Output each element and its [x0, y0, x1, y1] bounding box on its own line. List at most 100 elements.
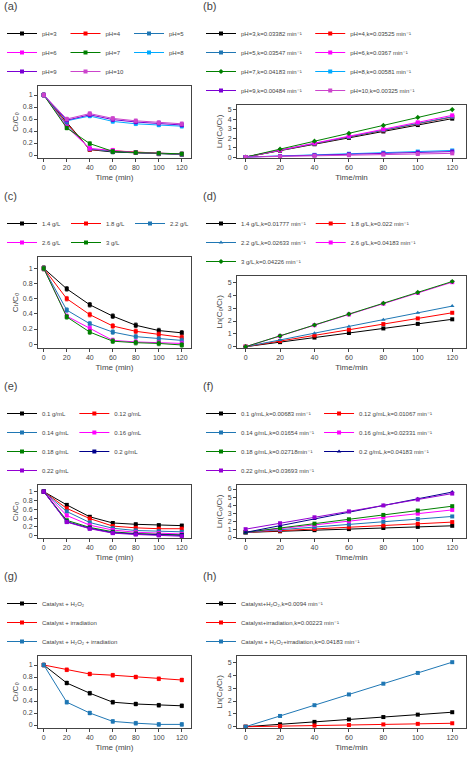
svg-text:(a): (a): [4, 0, 17, 12]
svg-text:0.6: 0.6: [23, 685, 33, 692]
svg-text:0: 0: [228, 343, 232, 350]
svg-text:80: 80: [132, 354, 140, 361]
svg-text:(g): (g): [4, 570, 17, 582]
svg-text:0: 0: [42, 544, 46, 551]
svg-text:1.4 g/L,k=0.01777 min⁻¹: 1.4 g/L,k=0.01777 min⁻¹: [241, 221, 306, 227]
svg-text:0: 0: [244, 164, 248, 171]
svg-text:40: 40: [86, 164, 94, 171]
svg-text:Cₜ/C₀: Cₜ/C₀: [11, 112, 20, 131]
svg-text:1: 1: [228, 526, 232, 533]
svg-text:0.8: 0.8: [23, 673, 33, 680]
svg-text:Time (min): Time (min): [96, 173, 134, 182]
svg-text:0.2: 0.2: [23, 325, 33, 332]
svg-text:100: 100: [153, 544, 165, 551]
svg-text:60: 60: [109, 164, 117, 171]
svg-text:100: 100: [153, 164, 165, 171]
svg-text:3: 3: [228, 685, 232, 692]
svg-text:0.2 g/mL,k=0.04183 min⁻¹: 0.2 g/mL,k=0.04183 min⁻¹: [359, 449, 429, 455]
svg-text:Cₜ/C₀: Cₜ/C₀: [11, 293, 20, 312]
svg-text:Catalyst + irradiation: Catalyst + irradiation: [42, 620, 97, 626]
svg-text:0.14 g/mL,k=0.01654 min⁻¹: 0.14 g/mL,k=0.01654 min⁻¹: [241, 430, 314, 436]
svg-text:20: 20: [276, 734, 284, 741]
svg-text:0.18 g/mL,k=0.02718min⁻¹: 0.18 g/mL,k=0.02718min⁻¹: [241, 449, 312, 455]
svg-text:3 g/L: 3 g/L: [106, 240, 120, 246]
svg-text:pH=7,k=0.04183 min⁻¹: pH=7,k=0.04183 min⁻¹: [241, 69, 302, 75]
svg-text:pH=5,k=0.03547 min⁻¹: pH=5,k=0.03547 min⁻¹: [241, 50, 302, 56]
svg-text:2.2 g/L,k=0.02633 min⁻¹: 2.2 g/L,k=0.02633 min⁻¹: [241, 240, 306, 246]
svg-text:80: 80: [132, 164, 140, 171]
svg-text:120: 120: [446, 734, 458, 741]
svg-text:80: 80: [132, 734, 140, 741]
svg-text:1: 1: [228, 144, 232, 151]
svg-text:(d): (d): [203, 190, 216, 202]
svg-text:20: 20: [63, 354, 71, 361]
svg-text:60: 60: [345, 164, 353, 171]
svg-text:20: 20: [63, 164, 71, 171]
svg-text:Catalyst+H₂O₂,k=0.0094 min⁻¹: Catalyst+H₂O₂,k=0.0094 min⁻¹: [241, 601, 323, 607]
svg-text:pH=9,k=0.00484 min⁻¹: pH=9,k=0.00484 min⁻¹: [241, 88, 302, 94]
svg-text:pH=9: pH=9: [42, 69, 57, 75]
svg-text:2.6 g/L: 2.6 g/L: [42, 240, 61, 246]
svg-text:Catalyst + H₂O₂+irradiation,k=: Catalyst + H₂O₂+irradiation,k=0.04183 mi…: [241, 639, 359, 645]
svg-text:pH=3: pH=3: [42, 31, 57, 37]
svg-text:80: 80: [379, 544, 387, 551]
svg-text:2.2 g/L: 2.2 g/L: [170, 221, 189, 227]
svg-text:0.4: 0.4: [23, 515, 33, 522]
svg-text:20: 20: [276, 544, 284, 551]
svg-text:pH=4: pH=4: [106, 31, 121, 37]
svg-text:0.6: 0.6: [23, 295, 33, 302]
svg-text:0: 0: [244, 544, 248, 551]
svg-text:0.2: 0.2: [23, 523, 33, 530]
svg-text:0.2: 0.2: [23, 139, 33, 146]
svg-text:2: 2: [228, 697, 232, 704]
svg-text:1.8 g/L: 1.8 g/L: [106, 221, 125, 227]
svg-text:pH=7: pH=7: [106, 50, 121, 56]
svg-text:0.12 g/mL,k=0.01067 min⁻¹: 0.12 g/mL,k=0.01067 min⁻¹: [359, 411, 432, 417]
svg-text:1: 1: [228, 710, 232, 717]
svg-text:(h): (h): [203, 570, 216, 582]
svg-text:40: 40: [86, 544, 94, 551]
svg-text:60: 60: [109, 734, 117, 741]
svg-text:4: 4: [228, 502, 232, 509]
svg-text:20: 20: [276, 164, 284, 171]
svg-text:1: 1: [29, 91, 33, 98]
svg-text:pH=8,k=0.00581 min⁻¹: pH=8,k=0.00581 min⁻¹: [350, 69, 411, 75]
svg-text:40: 40: [86, 354, 94, 361]
svg-text:0.22 g/mL: 0.22 g/mL: [42, 468, 69, 474]
svg-text:4: 4: [228, 672, 232, 679]
svg-text:(c): (c): [4, 190, 17, 202]
svg-text:0: 0: [29, 721, 33, 728]
svg-text:120: 120: [176, 354, 188, 361]
svg-text:0.2: 0.2: [23, 709, 33, 716]
svg-text:0: 0: [228, 723, 232, 730]
svg-text:0.12 g/mL: 0.12 g/mL: [114, 411, 141, 417]
svg-text:4: 4: [228, 116, 232, 123]
svg-text:pH=4,k=0.03525 min⁻¹: pH=4,k=0.03525 min⁻¹: [350, 31, 411, 37]
svg-text:pH=5: pH=5: [169, 31, 184, 37]
svg-text:120: 120: [176, 544, 188, 551]
svg-text:0.4: 0.4: [23, 310, 33, 317]
svg-text:pH=3,k=0.03382 min⁻¹: pH=3,k=0.03382 min⁻¹: [241, 31, 302, 37]
svg-text:120: 120: [446, 544, 458, 551]
svg-text:Ln(C₀/Cₜ): Ln(C₀/Cₜ): [215, 295, 224, 329]
svg-text:0.6: 0.6: [23, 506, 33, 513]
svg-text:2.6 g/L,k=0.04183 min⁻¹: 2.6 g/L,k=0.04183 min⁻¹: [351, 240, 416, 246]
svg-text:80: 80: [379, 354, 387, 361]
svg-text:6: 6: [228, 485, 232, 492]
svg-text:1.8 g/L,k=0.022 min⁻¹: 1.8 g/L,k=0.022 min⁻¹: [351, 221, 409, 227]
svg-text:5: 5: [228, 279, 232, 286]
svg-text:Ln(C₀/Cₜ): Ln(C₀/Cₜ): [215, 114, 224, 148]
svg-text:0: 0: [29, 151, 33, 158]
svg-text:0.1 g/mL,k=0.00683 min⁻¹: 0.1 g/mL,k=0.00683 min⁻¹: [241, 411, 311, 417]
svg-text:60: 60: [345, 354, 353, 361]
svg-text:2: 2: [228, 317, 232, 324]
svg-text:0: 0: [42, 354, 46, 361]
svg-text:0.1 g/mL: 0.1 g/mL: [42, 411, 66, 417]
svg-text:0: 0: [29, 532, 33, 539]
svg-text:40: 40: [311, 164, 319, 171]
svg-text:100: 100: [412, 354, 424, 361]
svg-text:120: 120: [176, 164, 188, 171]
svg-text:0: 0: [244, 354, 248, 361]
svg-text:0: 0: [228, 154, 232, 161]
svg-text:3: 3: [228, 125, 232, 132]
